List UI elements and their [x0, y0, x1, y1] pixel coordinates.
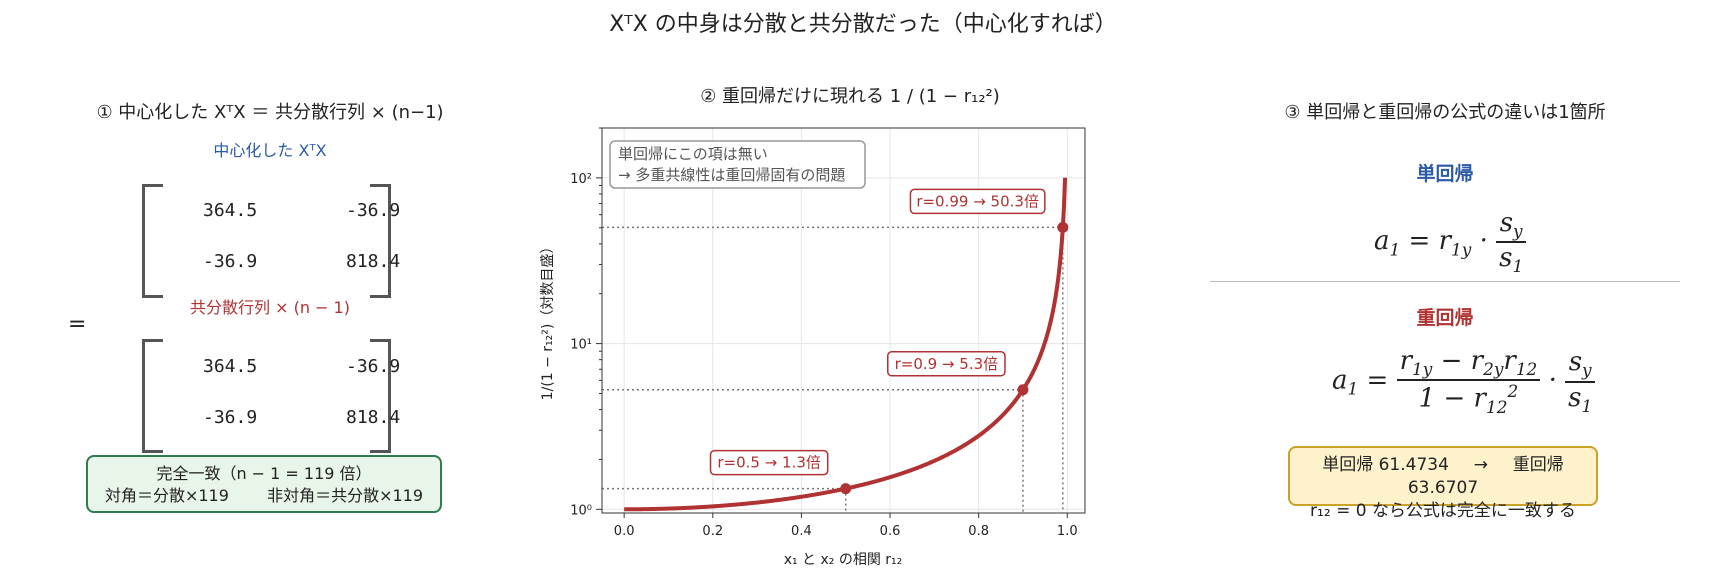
simple-regression-heading: 単回帰	[1416, 163, 1474, 185]
matrix-bottom-cell: 818.4	[346, 407, 401, 428]
matrix-bottom-left-bracket	[142, 339, 163, 453]
simple-coefficient: 単回帰 61.4734	[1322, 455, 1449, 475]
point-label-box	[709, 449, 829, 476]
point-label: r=0.5 → 1.3倍	[717, 454, 821, 472]
chart-grid	[602, 128, 1085, 513]
matrix-top-cell: -36.9	[203, 251, 258, 272]
matrix-bottom-label: 共分散行列 × (n − 1)	[190, 298, 350, 317]
matrix-top-left-bracket	[142, 184, 163, 298]
matrix-top-label: 中心化した XᵀX	[213, 141, 327, 160]
highlight-point	[1057, 221, 1069, 233]
x-tick-label: 0.4	[791, 524, 812, 539]
chart-note-line1: 単回帰にこの項は無い	[618, 145, 768, 163]
diagonal-note: 対角＝分散×119	[104, 486, 229, 505]
matrix-top-cell: 818.4	[346, 251, 401, 272]
coefficient-comparison-box: 単回帰 61.4734 → 重回帰 63.6707 r₁₂ = 0 なら公式は完…	[1288, 446, 1598, 521]
chart-title: ② 重回帰だけに現れる 1 / (1 − r₁₂²)	[700, 86, 1000, 107]
point-label: r=0.99 → 50.3倍	[916, 192, 1039, 210]
matrix-bottom-right-bracket	[370, 339, 391, 453]
match-summary-line1: 完全一致（n − 1 = 119 倍）	[156, 464, 372, 483]
figure-title: XᵀX の中身は分散と共分散だった（中心化すれば）	[609, 12, 1117, 37]
x-tick-label: 0.8	[968, 524, 989, 539]
match-summary-line2: 対角＝分散×119 非対角＝共分散×119	[88, 485, 440, 507]
y-axis-label: 1/(1 − r₁₂²)（対数目盛）	[540, 240, 556, 401]
coefficient-comparison-line2: r₁₂ = 0 なら公式は完全に一致する	[1310, 501, 1576, 521]
point-label: r=0.9 → 5.3倍	[895, 355, 999, 373]
x-tick-label: 0.0	[614, 524, 635, 539]
plot-frame	[601, 127, 1086, 514]
offdiagonal-note: 非対角＝共分散×119	[267, 486, 424, 505]
point-label-box	[887, 351, 1006, 377]
panel3-title: ③ 単回帰と重回帰の公式の違いは1箇所	[1284, 102, 1606, 123]
matrix-bottom-cell: -36.9	[346, 356, 401, 377]
matrix-bottom-cell: 364.5	[203, 356, 258, 377]
multiple-regression-formula: a1 = r1y − r2yr12 1 − r122 · sy s1	[1332, 346, 1596, 417]
point-label-box	[909, 188, 1046, 215]
chart-note-box	[609, 140, 866, 189]
x-tick-label: 0.2	[702, 524, 723, 539]
matrix-top-cell: 364.5	[203, 200, 258, 221]
simple-regression-formula: a1 = r1y · sy s1	[1374, 208, 1527, 276]
panel1-title: ① 中心化した XᵀX ＝ 共分散行列 × (n−1)	[96, 102, 444, 123]
x-axis-label: x₁ と x₂ の相関 r₁₂	[784, 552, 903, 568]
highlight-point	[840, 483, 852, 495]
multiple-regression-heading: 重回帰	[1416, 307, 1474, 329]
chart-note-line2: → 多重共線性は重回帰固有の問題	[618, 166, 845, 184]
x-tick-label: 0.6	[880, 524, 901, 539]
comparison-arrow: →	[1473, 455, 1488, 475]
chart-ticks: 0.0 0.2 0.4 0.6 0.8 1.0 10⁰ 10¹ 10²	[570, 127, 1078, 539]
matrix-top-cell: -36.9	[346, 200, 401, 221]
y-tick-label: 10⁰	[570, 503, 592, 518]
chart-guides	[602, 226, 1064, 513]
multiple-coefficient: 重回帰 63.6707	[1407, 455, 1564, 498]
panel3-divider	[1210, 281, 1680, 282]
match-summary-box: 完全一致（n − 1 = 119 倍） 対角＝分散×119 非対角＝共分散×11…	[86, 455, 442, 513]
equals-sign: =	[68, 312, 87, 337]
y-tick-label: 10²	[570, 172, 592, 187]
highlight-point	[1017, 384, 1029, 396]
matrix-top-right-bracket	[370, 184, 391, 298]
coefficient-comparison-line1: 単回帰 61.4734 → 重回帰 63.6707	[1290, 454, 1596, 500]
x-tick-label: 1.0	[1057, 524, 1078, 539]
chart-points	[840, 221, 1069, 495]
matrix-bottom-cell: -36.9	[203, 407, 258, 428]
chart-labels: r=0.5 → 1.3倍 r=0.9 → 5.3倍 r=0.99 → 50.3倍	[709, 188, 1046, 476]
y-tick-label: 10¹	[570, 338, 592, 353]
